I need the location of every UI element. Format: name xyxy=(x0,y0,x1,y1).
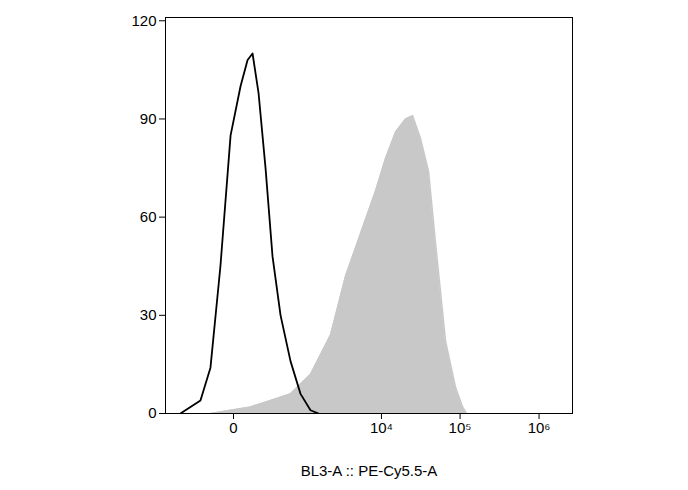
svg-text:30: 30 xyxy=(140,306,157,323)
svg-text:10⁴: 10⁴ xyxy=(370,419,393,436)
svg-text:120: 120 xyxy=(131,12,156,29)
svg-text:0: 0 xyxy=(229,419,237,436)
svg-text:10⁵: 10⁵ xyxy=(449,419,472,436)
svg-text:90: 90 xyxy=(140,110,157,127)
svg-text:0: 0 xyxy=(148,404,156,421)
svg-text:60: 60 xyxy=(140,208,157,225)
svg-text:BL3-A :: PE-Cy5.5-A: BL3-A :: PE-Cy5.5-A xyxy=(301,462,438,479)
svg-text:10⁶: 10⁶ xyxy=(528,419,551,436)
